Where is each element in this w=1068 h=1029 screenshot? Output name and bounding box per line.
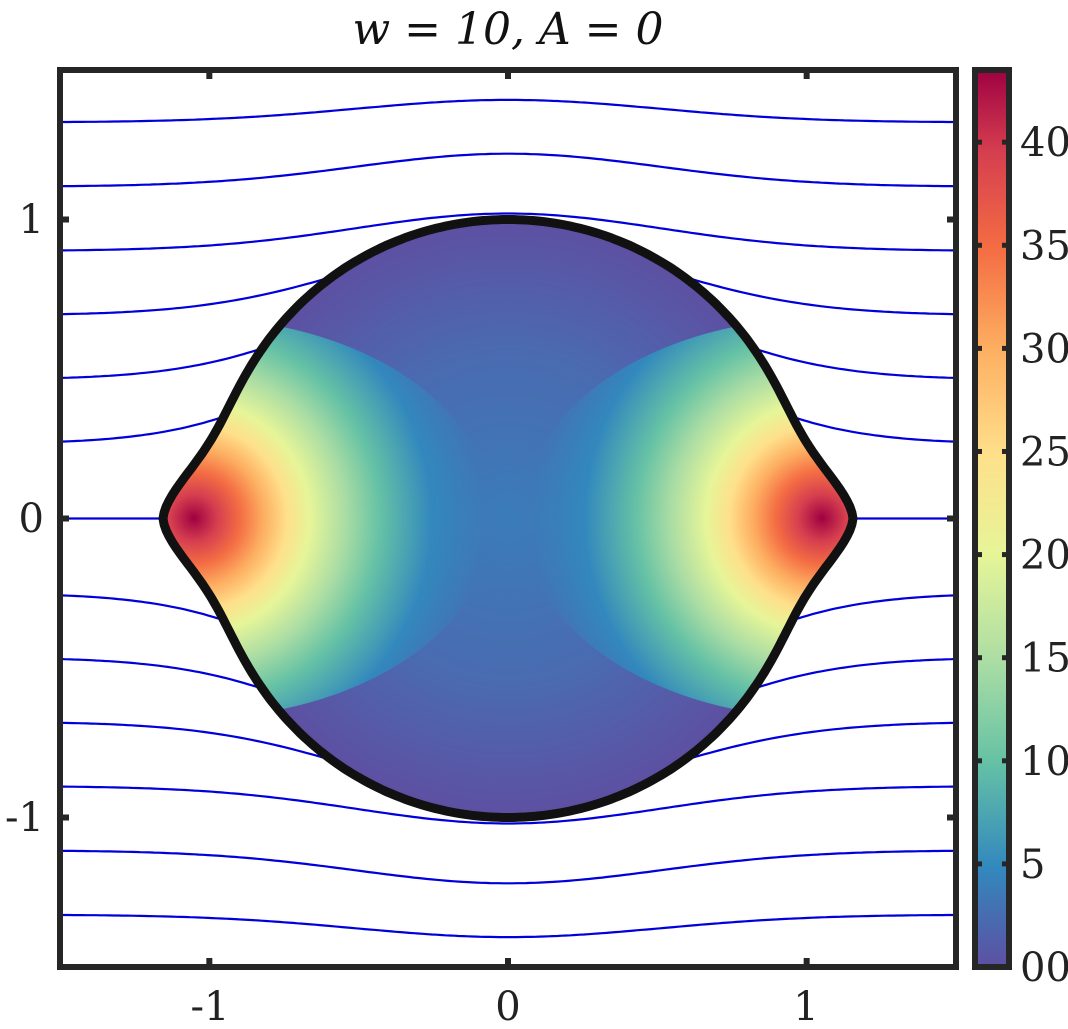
y-tick-label: 0: [19, 496, 44, 542]
colorbar-tick-label: 30: [1020, 326, 1068, 372]
colorbar: 00 5 10 15 20 25 30 35 40: [972, 67, 1068, 991]
axis-ticks: [60, 70, 956, 967]
colorbar-tick-label: 5: [1020, 842, 1045, 888]
colorbar-tick-label: 00: [1020, 945, 1068, 991]
streamline: [60, 98, 956, 124]
colorbar-tick-label: 10: [1020, 739, 1068, 785]
streamline: [60, 785, 956, 825]
colorbar-tick-label: 15: [1020, 636, 1068, 682]
colorbar-tick-label: 35: [1020, 223, 1068, 269]
colorbar-tick-labels: 00 5 10 15 20 25 30 35 40: [1020, 120, 1068, 991]
drop-field-right-hotspot: [522, 318, 853, 718]
drop-field-left-hotspot: [163, 318, 494, 718]
streamline: [60, 152, 956, 188]
drop-outline: [158, 215, 858, 822]
chart-title: w = 10, A = 0: [352, 4, 663, 55]
drop-field: [158, 215, 858, 822]
streamline: [60, 212, 956, 252]
colorbar-ramp: [975, 70, 1009, 967]
streamline: [60, 849, 956, 885]
colorbar-ticks: [975, 139, 1009, 970]
colorbar-tick-label: 40: [1020, 120, 1068, 166]
colorbar-frame: [972, 67, 1012, 970]
y-tick-labels: 1 0 -1: [5, 197, 44, 841]
x-tick-label: 0: [495, 984, 520, 1029]
y-tick-label: 1: [19, 197, 44, 243]
colorbar-tick-label: 20: [1020, 533, 1068, 579]
streamline: [60, 913, 956, 939]
colorbar-tick-label: 25: [1020, 429, 1068, 475]
y-tick-label: -1: [5, 795, 44, 841]
x-tick-label: 1: [793, 984, 818, 1029]
x-tick-label: -1: [191, 984, 230, 1029]
x-tick-labels: -1 0 1: [191, 984, 819, 1029]
